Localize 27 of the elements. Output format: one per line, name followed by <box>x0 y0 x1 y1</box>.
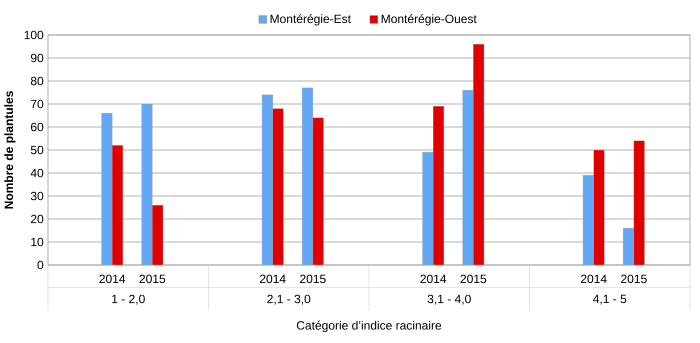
y-tick-label: 10 <box>31 238 44 246</box>
y-axis-title: Nombre de plantules <box>4 91 16 209</box>
y-tick-label: 0 <box>38 260 44 270</box>
y-tick-label: 80 <box>30 76 44 86</box>
text: 3,1 - 4,0 <box>428 294 471 305</box>
x-tick-label: 2015 <box>621 274 647 284</box>
x-tick-label: 2014 <box>260 274 286 284</box>
x-tick-label: 2014 <box>580 274 607 284</box>
x-axis-title: Catégorie d’indice racinaire <box>296 320 442 332</box>
y-tick-label: 50 <box>30 146 44 154</box>
y-tick-label: 90 <box>30 54 44 62</box>
y-tick-label: 20 <box>30 214 44 224</box>
x-tick-label: 2014 <box>420 274 446 284</box>
text: 1 - 2,0 <box>112 294 145 305</box>
legend-label: Montérégie-Est <box>270 14 351 26</box>
x-tick-label: 2015 <box>140 274 166 284</box>
x-tick-label: 2015 <box>300 274 326 284</box>
x-tick-label: 2015 <box>460 274 486 284</box>
x-tick-label: 2014 <box>99 274 126 284</box>
y-tick-label: 100 <box>24 30 44 40</box>
y-tick-label: 60 <box>30 122 44 132</box>
y-tick-label: 30 <box>30 192 44 200</box>
text: 2,1 - 3,0 <box>267 294 310 305</box>
text: 4,1 - 5 <box>593 294 626 305</box>
y-tick-label: 70 <box>30 100 44 108</box>
y-tick-label: 40 <box>30 168 44 178</box>
legend-label: Montérégie-Ouest <box>382 14 477 26</box>
